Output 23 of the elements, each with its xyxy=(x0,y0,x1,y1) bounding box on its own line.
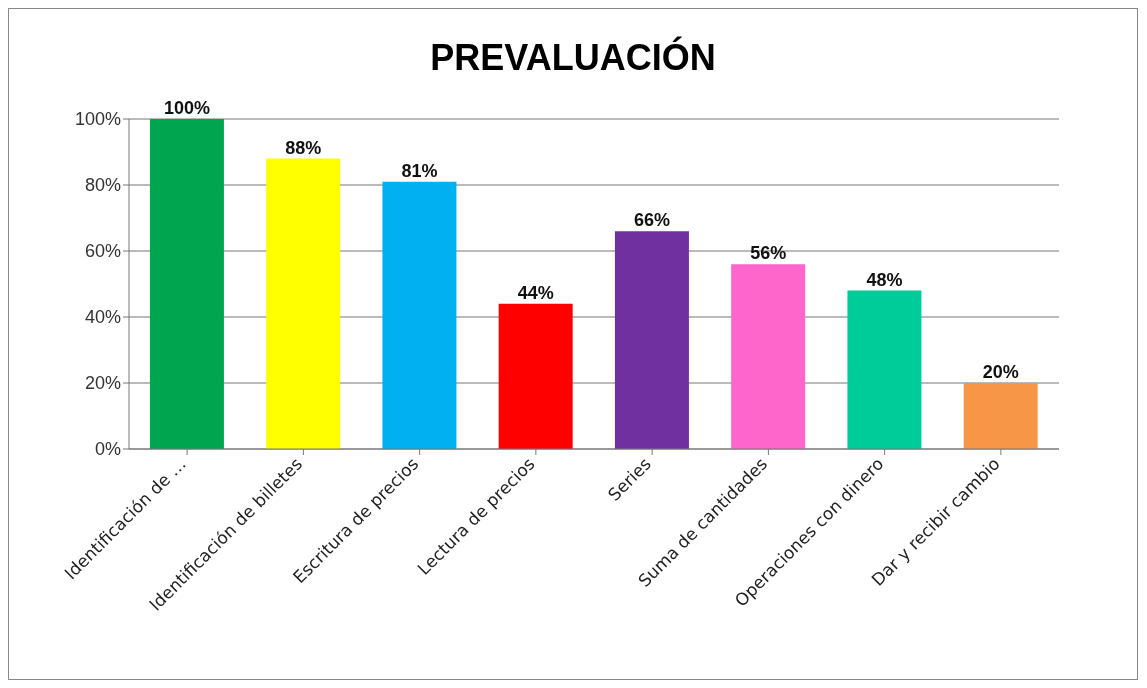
y-tick-label: 20% xyxy=(84,373,121,394)
chart-title: PREVALUACIÓN xyxy=(429,37,717,79)
y-tick-label: 80% xyxy=(84,175,121,196)
bar xyxy=(498,303,573,449)
data-label: 81% xyxy=(401,160,438,181)
bar xyxy=(847,290,922,449)
y-tick-label: 0% xyxy=(94,439,121,460)
bar xyxy=(266,158,341,449)
y-tick-label: 60% xyxy=(84,241,121,262)
bar xyxy=(731,264,806,449)
data-label: 88% xyxy=(285,137,322,158)
data-label: 44% xyxy=(517,282,554,303)
data-label: 20% xyxy=(982,362,1019,382)
y-tick-label: 100% xyxy=(74,109,121,130)
data-label: 66% xyxy=(633,210,670,231)
y-tick-label: 40% xyxy=(84,307,121,328)
bar xyxy=(149,119,224,449)
bar xyxy=(382,181,457,449)
data-label: 56% xyxy=(750,243,787,264)
bar xyxy=(963,383,1038,449)
data-label: 100% xyxy=(163,98,210,118)
data-label: 48% xyxy=(866,269,903,290)
bar xyxy=(614,231,689,449)
